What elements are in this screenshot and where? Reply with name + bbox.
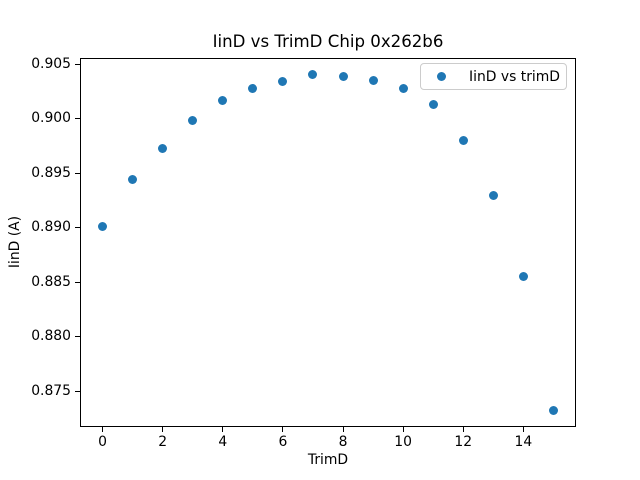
y-tick-label: 0.890: [31, 219, 71, 236]
x-axis-label: TrimD: [307, 452, 349, 468]
y-tick: [75, 336, 80, 338]
legend-marker-icon: [437, 72, 446, 81]
legend-label: IinD vs trimD: [469, 68, 560, 85]
x-tick: [342, 427, 344, 432]
data-point: [308, 69, 318, 79]
y-tick-label: 0.880: [31, 328, 71, 345]
x-tick-label: 4: [218, 434, 228, 450]
data-point: [458, 136, 468, 146]
x-tick: [222, 427, 224, 432]
y-tick: [75, 281, 80, 283]
y-tick-label: 0.895: [31, 164, 71, 181]
x-tick: [402, 427, 404, 432]
x-tick: [102, 427, 104, 432]
x-tick: [282, 427, 284, 432]
x-tick: [522, 427, 524, 432]
x-tick: [462, 427, 464, 432]
y-tick: [75, 390, 80, 392]
data-point: [338, 72, 348, 81]
y-tick-label: 0.885: [31, 273, 71, 290]
axes-spines: [80, 58, 576, 427]
y-axis-label: IinD (A): [7, 215, 23, 269]
data-point: [278, 77, 288, 87]
x-tick-label: 10: [394, 434, 412, 450]
legend: IinD vs trimD: [420, 63, 567, 90]
y-tick-label: 0.875: [31, 382, 71, 399]
data-point: [398, 83, 408, 93]
plot-area: 0 2 4 6 8 10 12 14 0.875 0.880 0.885 0.890 0.895 0.90…: [31, 56, 576, 450]
x-tick-label: 0: [98, 434, 107, 450]
x-tick-label: 12: [454, 434, 473, 450]
data-point: [98, 222, 108, 232]
x-tick-label: 6: [278, 434, 288, 450]
y-tick: [75, 172, 80, 174]
data-point: [518, 272, 528, 282]
x-tick-label: 14: [514, 434, 533, 450]
data-point: [218, 95, 228, 105]
y-tick: [75, 118, 80, 120]
data-point: [188, 115, 198, 125]
y-tick: [75, 227, 80, 229]
data-point: [158, 143, 168, 153]
x-tick-label: 8: [338, 434, 348, 450]
chart-title: IinD vs TrimD Chip 0x262b6: [212, 32, 444, 51]
data-point: [428, 100, 438, 110]
data-point: [128, 175, 138, 185]
data-point: [548, 406, 558, 416]
data-point: [368, 76, 378, 86]
y-tick-label: 0.905: [31, 56, 71, 73]
data-point: [488, 190, 498, 200]
data-point: [248, 83, 258, 93]
y-tick: [75, 64, 80, 66]
x-tick: [162, 427, 164, 432]
y-tick-label: 0.900: [31, 110, 71, 127]
x-tick-label: 2: [158, 434, 168, 450]
